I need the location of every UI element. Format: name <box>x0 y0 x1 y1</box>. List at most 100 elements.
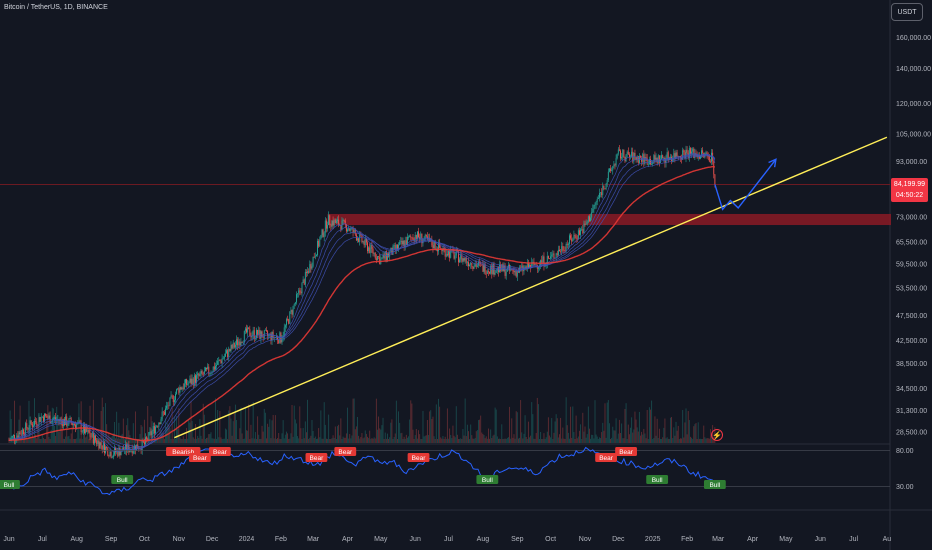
candle-body <box>323 232 325 237</box>
candle-body <box>55 417 57 420</box>
candle-body <box>310 264 312 269</box>
candle-body <box>191 378 193 384</box>
price-tick-label: 47,500.00 <box>896 313 927 320</box>
volume-bar <box>529 437 530 443</box>
volume-bar <box>646 409 648 443</box>
volume-bar <box>249 438 251 443</box>
countdown-timer: 04:50:22 <box>895 192 924 199</box>
volume-bar <box>531 402 533 443</box>
volume-bar <box>486 438 488 443</box>
volume-bar <box>411 403 413 443</box>
volume-bar <box>542 438 544 443</box>
signal-badge-label: Bear <box>310 455 325 462</box>
candle-body <box>70 418 72 424</box>
signal-badge-label: Bull <box>117 477 128 484</box>
volume-bar <box>32 437 34 443</box>
candle-body <box>328 215 330 226</box>
volume-bar <box>571 437 573 443</box>
volume-bar <box>286 431 287 443</box>
candle-body <box>305 271 307 273</box>
candle-body <box>236 339 237 345</box>
candle-body <box>259 330 261 339</box>
volume-bar <box>210 432 212 443</box>
volume-bar <box>30 437 32 443</box>
candle-body <box>332 220 334 226</box>
ema-line-20 <box>8 153 716 450</box>
candle-body <box>645 156 647 158</box>
candle-body <box>106 446 108 449</box>
volume-bar <box>399 422 401 443</box>
candle-body <box>248 327 250 330</box>
volume-bar <box>359 438 361 443</box>
volume-bar <box>65 436 67 443</box>
volume-bar <box>392 438 394 443</box>
candle-body <box>349 228 351 231</box>
volume-bar <box>434 438 436 443</box>
volume-bar <box>365 433 367 443</box>
time-tick-label: May <box>779 536 793 543</box>
candle-body <box>105 446 107 453</box>
volume-bar <box>101 397 103 443</box>
volume-bar <box>206 437 208 443</box>
candle-body <box>573 235 575 240</box>
candle-body <box>286 319 287 326</box>
lightning-icon[interactable]: ⚡ <box>711 429 723 441</box>
volume-bar <box>383 438 385 443</box>
candle-body <box>371 244 373 249</box>
candle-body <box>480 262 482 264</box>
candle-body <box>29 420 31 429</box>
volume-bar <box>450 434 452 443</box>
volume-bar <box>203 414 205 443</box>
volume-bar <box>370 438 372 443</box>
candle-body <box>283 327 285 336</box>
ema-line-30 <box>9 154 716 449</box>
volume-bar <box>517 438 519 443</box>
candle-body <box>281 338 283 343</box>
volume-bar <box>557 437 559 443</box>
candle-body <box>434 241 436 250</box>
volume-bar <box>123 438 125 443</box>
time-tick-label: Apr <box>342 536 354 543</box>
volume-bar <box>224 428 226 443</box>
volume-bar <box>653 437 655 443</box>
volume-bar <box>109 437 111 443</box>
volume-bar <box>589 428 590 443</box>
volume-bar <box>652 438 654 443</box>
candle-body <box>264 330 266 331</box>
candle-body <box>641 158 643 162</box>
candle-body <box>324 220 326 233</box>
candle-body <box>713 160 715 175</box>
volume-bar <box>618 419 620 443</box>
candle-body <box>202 373 204 375</box>
volume-bar <box>208 434 210 443</box>
volume-bar <box>355 426 357 443</box>
volume-bar <box>310 435 312 443</box>
candle-body <box>527 262 529 268</box>
candle-body <box>586 221 588 224</box>
ema-line-100 <box>9 165 716 442</box>
candle-body <box>654 155 656 160</box>
volume-bar <box>565 397 567 443</box>
candle-body <box>165 408 166 415</box>
volume-bar <box>408 436 409 443</box>
volume-bar <box>380 429 382 443</box>
volume-bar <box>192 437 194 443</box>
volume-bar <box>540 431 542 443</box>
volume-bar <box>696 438 698 443</box>
time-tick-label: Aug <box>477 536 490 543</box>
candle-body <box>243 330 245 342</box>
volume-bar <box>707 438 709 443</box>
candle-body <box>662 155 664 159</box>
volume-bar <box>532 414 534 443</box>
candle-body <box>302 279 304 283</box>
volume-bar <box>443 438 445 443</box>
candle-body <box>30 420 32 424</box>
currency-button[interactable]: USDT <box>891 3 923 21</box>
volume-bar <box>506 437 508 443</box>
volume-bar <box>495 409 497 443</box>
candle-body <box>391 247 393 255</box>
volume-bar <box>332 435 334 443</box>
candle-body <box>552 253 554 255</box>
volume-bar <box>27 438 29 443</box>
